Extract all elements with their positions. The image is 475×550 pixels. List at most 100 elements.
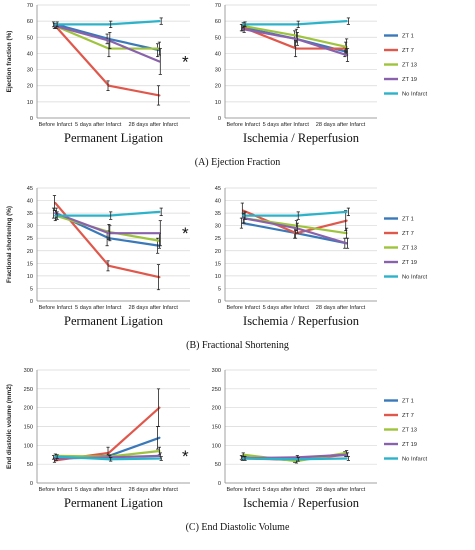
series-line-segment: [54, 24, 111, 42]
y-tick-label: 150: [212, 425, 221, 431]
figure-caption: (B) Fractional Shortening: [186, 340, 289, 351]
x-tick-label: Before Infarct: [39, 487, 73, 493]
x-tick-label: 28 days after Infarct: [316, 487, 366, 493]
y-tick-label: 5: [218, 286, 221, 292]
y-tick-label: 50: [215, 462, 221, 468]
legend-label: ZT 7: [402, 48, 414, 54]
legend-label: ZT 19: [402, 442, 417, 448]
x-tick-label: 5 days after Infarct: [75, 122, 122, 128]
y-tick-label: 100: [24, 443, 33, 449]
series-line-segment: [295, 227, 348, 245]
panel-ischemia-reperfusion: 0 50 100 150 200 250 300 Before Infarct 5 days a…: [212, 368, 377, 510]
y-axis-label: End diastolic volume (mm2): [6, 384, 13, 469]
x-tick-label: 5 days after Infarct: [263, 487, 310, 493]
legend-label: ZT 1: [402, 34, 414, 40]
series-line-segment: [295, 20, 348, 26]
x-tick-label: 5 days after Infarct: [263, 305, 310, 311]
series-line-segment: [54, 24, 111, 87]
y-tick-label: 20: [215, 249, 221, 255]
y-tick-label: 30: [27, 224, 33, 230]
y-tick-label: 250: [24, 387, 33, 393]
series-line-segment: [107, 84, 161, 97]
series-line-segment: [295, 37, 348, 57]
y-tick-label: 0: [218, 481, 221, 487]
series-line-segment: [107, 20, 161, 26]
legend-label: ZT 13: [402, 246, 417, 252]
significance-asterisk: *: [182, 447, 189, 466]
y-tick-label: 0: [218, 116, 221, 122]
series-line-segment: [54, 201, 111, 267]
y-tick-label: 250: [212, 387, 221, 393]
legend-label: No Infarct: [402, 275, 428, 281]
series-line-segment: [107, 210, 161, 217]
y-axis-label: Fractional shortening (%): [6, 206, 13, 283]
legend-label: No Infarct: [402, 457, 428, 463]
y-tick-label: 0: [30, 481, 33, 487]
y-tick-label: 25: [27, 236, 33, 242]
legend-label: ZT 13: [402, 63, 417, 69]
legend-label: ZT 19: [402, 77, 417, 83]
figure-b: Fractional shortening (%) 0 5 10 15 20 25 30 35 4…: [6, 186, 428, 351]
y-tick-label: 35: [215, 211, 221, 217]
panel-ischemia-reperfusion: 0 5 10 15 20 25 30 35 40 45 Before Infarct 5 days a…: [215, 186, 377, 328]
legend-label: ZT 19: [402, 260, 417, 266]
series-line-segment: [107, 454, 161, 459]
figure-c: End diastolic volume (mm2) 0 50 100 150 200 25…: [6, 368, 428, 533]
panel-permanent-ligation: 0 10 20 30 40 50 60 70 Before Infarct 5 days afte…: [27, 3, 190, 145]
x-tick-label: 28 days after Infarct: [129, 305, 179, 311]
y-tick-label: 20: [27, 84, 33, 90]
series-line-segment: [107, 237, 161, 247]
y-tick-label: 70: [27, 3, 33, 9]
x-tick-label: 5 days after Infarct: [75, 305, 122, 311]
series-line-segment: [107, 406, 161, 454]
series-line-segment: [242, 222, 298, 235]
y-tick-label: 5: [30, 286, 33, 292]
y-tick-label: 30: [215, 224, 221, 230]
x-tick-label: 28 days after Infarct: [129, 122, 179, 128]
x-tick-label: Before Infarct: [226, 122, 260, 128]
x-tick-label: Before Infarct: [226, 305, 260, 311]
series-line-segment: [295, 34, 348, 49]
x-tick-label: 5 days after Infarct: [263, 122, 310, 128]
panel-permanent-ligation: 0 50 100 150 200 250 300 Before Infarct 5 days a…: [24, 368, 190, 510]
y-tick-label: 20: [27, 249, 33, 255]
series-line-segment: [107, 457, 161, 461]
y-tick-label: 20: [215, 84, 221, 90]
y-tick-label: 30: [215, 68, 221, 74]
y-tick-label: 200: [212, 406, 221, 412]
y-tick-label: 200: [24, 406, 33, 412]
legend-label: ZT 1: [402, 399, 414, 405]
legend-label: No Infarct: [402, 92, 428, 98]
y-tick-label: 40: [215, 199, 221, 205]
y-tick-label: 10: [27, 274, 33, 280]
x-tick-label: Before Infarct: [39, 305, 73, 311]
y-tick-label: 10: [215, 274, 221, 280]
series-line-segment: [107, 449, 161, 458]
y-tick-label: 60: [27, 19, 33, 25]
y-tick-label: 0: [30, 299, 33, 305]
x-tick-label: 28 days after Infarct: [316, 305, 366, 311]
y-tick-label: 150: [24, 425, 33, 431]
panel-label: Ischemia / Reperfusion: [243, 314, 360, 328]
panel-label: Permanent Ligation: [64, 131, 164, 145]
series-line-segment: [295, 453, 348, 459]
figure-caption: (A) Ejection Fraction: [195, 157, 281, 168]
legend: ZT 1 ZT 7 ZT 13 ZT 19 No Infarct: [384, 217, 428, 281]
panel-label: Ischemia / Reperfusion: [243, 131, 360, 145]
figure-a: Ejection fraction (%) 0 10 20 30 40 50 60 70 Befo…: [6, 3, 428, 168]
series-line-segment: [107, 436, 161, 457]
significance-asterisk: *: [182, 224, 189, 243]
series-line-segment: [242, 457, 298, 461]
series-line-segment: [54, 24, 111, 50]
y-axis-label: Ejection fraction (%): [6, 31, 13, 93]
y-tick-label: 0: [218, 299, 221, 305]
panel-label: Permanent Ligation: [64, 314, 164, 328]
y-tick-label: 15: [27, 261, 33, 267]
y-tick-label: 40: [27, 51, 33, 57]
panel-permanent-ligation: 0 5 10 15 20 25 30 35 40 45 Before Infarct 5 days a…: [27, 186, 190, 328]
y-tick-label: 40: [215, 51, 221, 57]
y-tick-label: 50: [27, 462, 33, 468]
x-tick-label: Before Infarct: [39, 122, 73, 128]
x-tick-label: 28 days after Infarct: [129, 487, 179, 493]
